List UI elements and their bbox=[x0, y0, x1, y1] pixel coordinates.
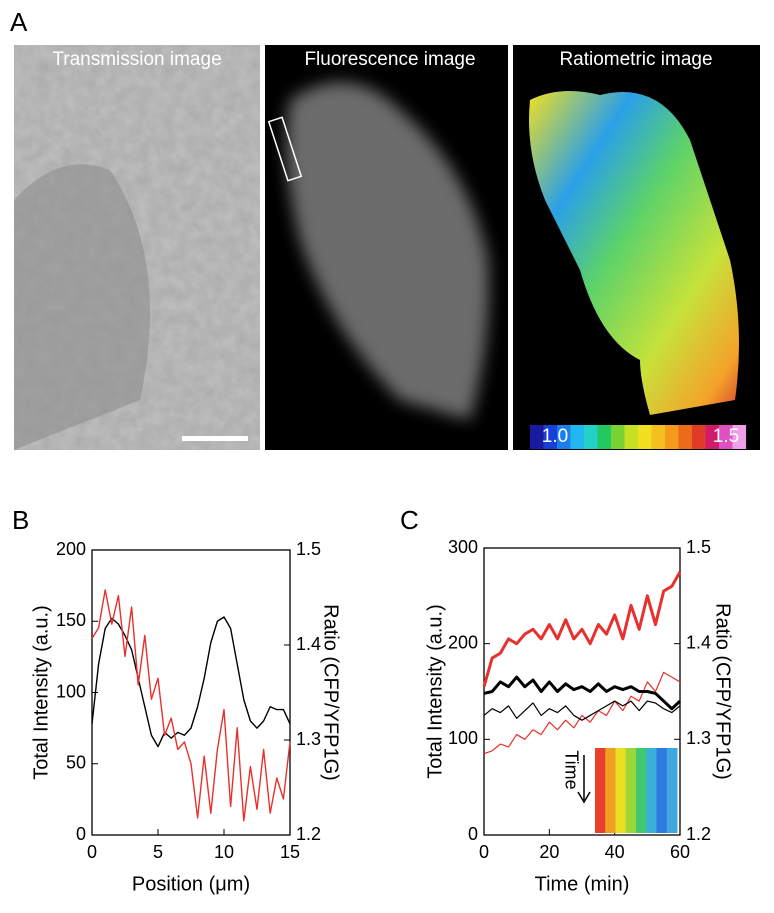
y-tick-label: 150 bbox=[56, 610, 86, 630]
colorbar-swatch bbox=[530, 425, 544, 449]
data-line bbox=[483, 700, 681, 721]
inset-kymograph bbox=[656, 748, 668, 833]
inset-arrowhead bbox=[577, 791, 591, 804]
y2-tick-label: 1.4 bbox=[686, 632, 711, 652]
x-tick-label: 60 bbox=[670, 842, 690, 862]
x-tick-label: 0 bbox=[87, 842, 97, 862]
data-line bbox=[91, 616, 291, 748]
data-line bbox=[483, 671, 681, 755]
y-tick-label: 300 bbox=[448, 537, 478, 557]
data-line bbox=[91, 589, 291, 822]
panel-label: C bbox=[400, 505, 419, 535]
panel-label: B bbox=[12, 505, 29, 535]
y2-tick-label: 1.2 bbox=[686, 824, 711, 844]
y-axis-label: Total Intensity (a.u.) bbox=[30, 605, 52, 780]
cell-shape bbox=[14, 164, 150, 450]
data-line bbox=[482, 571, 682, 688]
panel-label: A bbox=[10, 7, 28, 37]
plot-frame bbox=[91, 549, 291, 836]
y-tick-label: 200 bbox=[56, 539, 86, 559]
x-axis-label: Time (min) bbox=[535, 873, 630, 895]
ratio-map bbox=[529, 91, 739, 415]
inset-kymograph bbox=[636, 748, 647, 833]
inset-kymograph bbox=[595, 748, 606, 833]
image-caption: Ratiometric image bbox=[559, 49, 712, 70]
x-tick-label: 5 bbox=[153, 842, 163, 862]
colorbar-swatch bbox=[584, 425, 598, 449]
colorbar-swatch bbox=[719, 425, 733, 449]
y2-tick-label: 1.2 bbox=[296, 824, 321, 844]
roi-box bbox=[267, 116, 303, 182]
y2-tick-label: 1.5 bbox=[686, 537, 711, 557]
y2-tick-label: 1.4 bbox=[296, 634, 321, 654]
y2-axis-label: Ratio (CFP/YFP1G) bbox=[712, 603, 734, 780]
y-axis-label: Total Intensity (a.u.) bbox=[424, 604, 446, 779]
colorbar-swatch bbox=[543, 425, 558, 449]
inset-kymograph bbox=[646, 748, 657, 833]
y-tick-label: 200 bbox=[448, 632, 478, 652]
y-tick-label: 0 bbox=[76, 824, 86, 844]
y-tick-label: 100 bbox=[56, 681, 86, 701]
colorbar bbox=[530, 425, 747, 449]
y-tick-label: 50 bbox=[66, 753, 86, 773]
colorbar-swatch bbox=[651, 425, 666, 449]
y2-axis-label: Ratio (CFP/YFP1G) bbox=[320, 604, 342, 781]
data-line bbox=[483, 675, 682, 711]
x-tick-label: 10 bbox=[214, 842, 234, 862]
inset-kymograph bbox=[615, 748, 627, 833]
x-axis-label: Position (μm) bbox=[132, 873, 250, 895]
colorbar-swatch bbox=[611, 425, 625, 449]
image-caption: Fluorescence image bbox=[304, 49, 475, 70]
inset-kymograph bbox=[666, 748, 678, 833]
x-tick-label: 0 bbox=[479, 842, 489, 862]
inset-kymograph bbox=[605, 748, 616, 833]
colorbar-swatch bbox=[732, 425, 747, 449]
y2-tick-label: 1.5 bbox=[296, 539, 321, 559]
y2-tick-label: 1.3 bbox=[686, 728, 711, 748]
y-tick-label: 100 bbox=[448, 728, 478, 748]
inset-label: Time bbox=[561, 750, 581, 789]
x-tick-label: 15 bbox=[280, 842, 300, 862]
colorbar-swatch bbox=[665, 425, 679, 449]
colorbar-swatch bbox=[692, 425, 706, 449]
colorbar-swatch bbox=[705, 425, 720, 449]
colorbar-swatch bbox=[557, 425, 571, 449]
colorbar-swatch bbox=[624, 425, 639, 449]
inset-kymograph bbox=[625, 748, 637, 833]
cell-fluorescence bbox=[286, 82, 489, 420]
scale-bar bbox=[182, 436, 248, 441]
x-tick-label: 20 bbox=[539, 842, 559, 862]
colorbar-swatch bbox=[638, 425, 652, 449]
y-tick-label: 0 bbox=[468, 824, 478, 844]
plot-frame bbox=[483, 547, 681, 836]
colorbar-swatch bbox=[597, 425, 612, 449]
colorbar-swatch bbox=[570, 425, 585, 449]
x-tick-label: 40 bbox=[605, 842, 625, 862]
y2-tick-label: 1.3 bbox=[296, 729, 321, 749]
image-caption: Transmission image bbox=[52, 49, 221, 70]
colorbar-min: 1.0 bbox=[542, 426, 568, 447]
colorbar-max: 1.5 bbox=[713, 426, 739, 447]
colorbar-swatch bbox=[678, 425, 693, 449]
